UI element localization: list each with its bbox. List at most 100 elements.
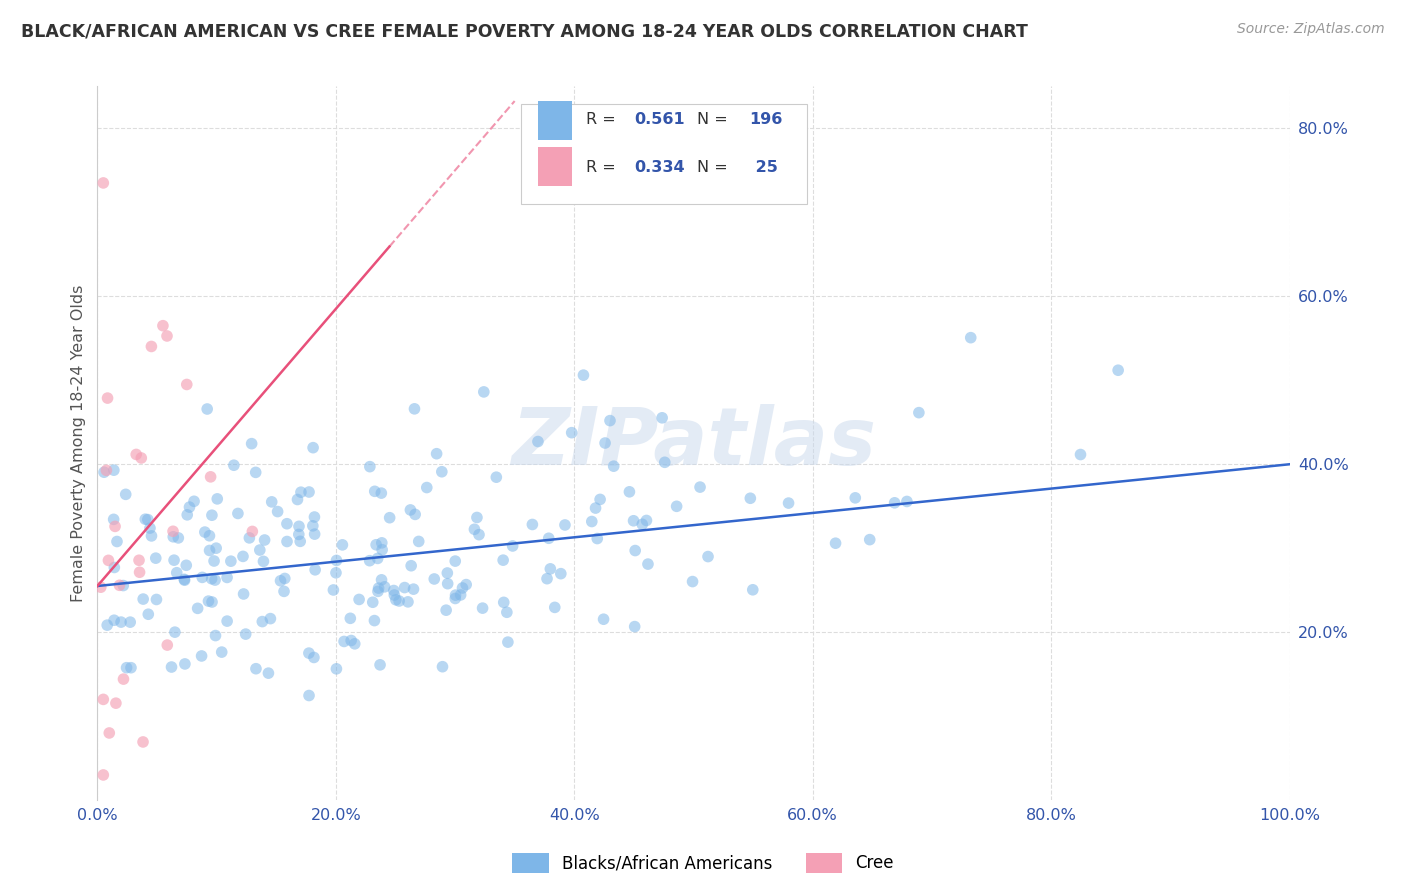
Point [325, 566, 347, 580]
Point [204, 573, 226, 587]
Point [112, 672, 135, 686]
Point [636, 513, 658, 527]
Point [211, 645, 233, 659]
Point [103, 613, 125, 627]
Point [197, 594, 219, 608]
Point [844, 491, 866, 505]
Point [492, 595, 515, 609]
Point [240, 436, 263, 450]
Point [495, 605, 517, 619]
Point [128, 566, 150, 580]
Point [623, 514, 645, 528]
Point [367, 551, 389, 566]
Point [859, 533, 882, 547]
Point [302, 441, 325, 455]
Point [108, 578, 131, 592]
Point [450, 588, 472, 602]
Point [572, 368, 595, 383]
Point [363, 614, 385, 628]
Point [152, 318, 174, 333]
Point [592, 612, 614, 626]
Point [908, 406, 931, 420]
Point [404, 508, 426, 522]
Point [201, 595, 224, 609]
Point [537, 531, 560, 545]
Point [245, 466, 267, 480]
Point [631, 517, 654, 532]
Point [408, 534, 430, 549]
Point [132, 592, 155, 607]
Text: BLACK/AFRICAN AMERICAN VS CREE FEMALE POVERTY AMONG 18-24 YEAR OLDS CORRELATION : BLACK/AFRICAN AMERICAN VS CREE FEMALE PO… [21, 22, 1028, 40]
Point [374, 580, 396, 594]
Point [325, 553, 347, 567]
Point [260, 495, 283, 509]
Text: N =: N = [697, 112, 733, 128]
Point [173, 573, 195, 587]
Point [195, 402, 218, 417]
Point [253, 533, 276, 547]
Point [304, 563, 326, 577]
Point [370, 573, 392, 587]
Point [637, 557, 659, 571]
Text: 25: 25 [749, 160, 778, 175]
Point [741, 582, 763, 597]
Point [104, 519, 127, 533]
Point [141, 529, 163, 543]
Point [191, 570, 214, 584]
Point [90, 580, 112, 594]
Text: R =: R = [586, 160, 621, 175]
Point [426, 447, 449, 461]
Point [367, 584, 389, 599]
Point [298, 689, 321, 703]
Point [554, 518, 576, 533]
Point [434, 603, 457, 617]
Point [430, 465, 453, 479]
FancyBboxPatch shape [520, 104, 807, 204]
Point [370, 486, 392, 500]
Point [238, 531, 260, 545]
Point [298, 485, 321, 500]
Point [222, 458, 245, 473]
Point [778, 496, 800, 510]
Point [97, 553, 120, 567]
Point [183, 494, 205, 508]
Point [96, 391, 118, 405]
Point [91, 768, 114, 782]
Point [167, 531, 190, 545]
Text: N =: N = [697, 160, 733, 175]
Point [290, 485, 312, 500]
Point [396, 595, 419, 609]
Text: 0.561: 0.561 [634, 112, 685, 128]
Point [134, 512, 156, 526]
Point [141, 339, 163, 353]
Point [200, 470, 222, 484]
Point [128, 553, 150, 567]
Point [423, 572, 446, 586]
Point [176, 508, 198, 522]
Point [249, 543, 271, 558]
Point [451, 581, 474, 595]
Point [139, 521, 162, 535]
Point [665, 500, 688, 514]
Point [174, 558, 197, 573]
Point [472, 384, 495, 399]
Point [602, 459, 624, 474]
Point [252, 615, 274, 629]
Point [1107, 363, 1129, 377]
Point [359, 459, 381, 474]
Point [98, 726, 121, 740]
Point [581, 515, 603, 529]
Point [115, 661, 138, 675]
Point [322, 582, 344, 597]
Point [623, 619, 645, 633]
Point [162, 524, 184, 539]
Point [436, 566, 458, 580]
Point [378, 510, 401, 524]
Point [270, 574, 292, 588]
Point [332, 538, 354, 552]
Point [496, 635, 519, 649]
Point [166, 566, 188, 580]
Point [371, 542, 394, 557]
Point [416, 481, 439, 495]
Point [339, 611, 361, 625]
